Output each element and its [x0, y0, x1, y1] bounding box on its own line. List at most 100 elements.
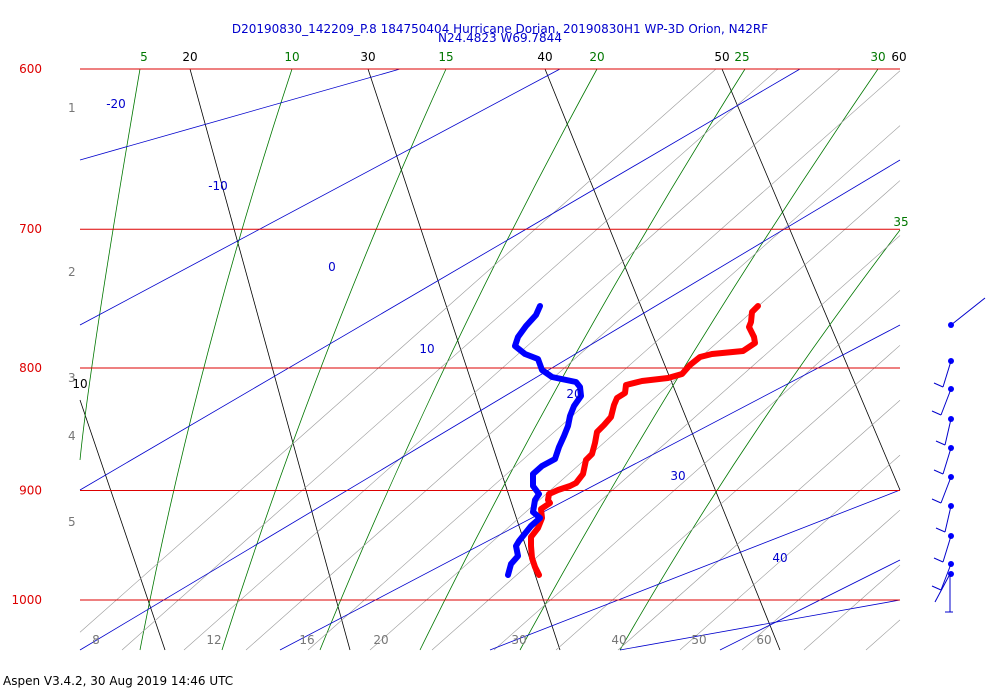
- wind-barb-staff: [950, 297, 986, 326]
- mixing-ratio-line: [617, 400, 901, 651]
- height-label: 3: [68, 371, 76, 385]
- sounding-traces: [505, 303, 761, 578]
- mixing-ratio-line: [183, 68, 841, 651]
- moist-adiabat-line: [139, 68, 293, 651]
- height-label: 2: [68, 265, 76, 279]
- height-label: 4: [68, 429, 76, 443]
- wind-barb-staff: [942, 535, 952, 563]
- isotherm-line: [619, 599, 901, 651]
- dry-adiabat-line: [721, 68, 901, 491]
- dry-adiabat-line: [367, 68, 561, 651]
- wind-barb-staff: [944, 418, 952, 446]
- dry-adiabat-label: 60: [891, 50, 906, 64]
- mixing-ratio-line: [741, 509, 901, 651]
- moist-adiabat-label: 15: [438, 50, 453, 64]
- mixing-ratio-line: [79, 68, 717, 633]
- chart-title-line1: D20190830_142209_P.8 184750404 Hurricane…: [232, 22, 768, 36]
- wind-barb-staff: [944, 505, 952, 533]
- isotherm-line: [79, 68, 801, 491]
- wind-barb-staff: [934, 573, 951, 603]
- moist-adiabat-line: [519, 68, 879, 651]
- isotherm-line: [79, 68, 561, 326]
- wind-barb-staff: [940, 563, 952, 591]
- moist-adiabat-label: 25: [734, 50, 749, 64]
- moist-adiabats: [79, 68, 901, 651]
- wind-barb-flag: [931, 410, 942, 416]
- wind-barb-flag: [933, 382, 944, 388]
- isotherm-line: [719, 559, 901, 651]
- wind-barbs: [931, 297, 986, 613]
- temperature-tick-label: 20: [373, 633, 388, 647]
- wind-barb-staff: [942, 360, 952, 388]
- wind-barb-flag: [935, 440, 946, 446]
- mixing-ratio-line: [121, 68, 779, 651]
- wind-barb-staff: [940, 388, 952, 416]
- pressure-label: 900: [19, 483, 42, 497]
- moist-adiabat-line: [419, 68, 746, 651]
- mixing-ratio-line: [369, 180, 901, 651]
- isotherm-line: [79, 159, 901, 651]
- wind-barb-flag: [931, 585, 942, 591]
- isotherm-line: [79, 68, 401, 161]
- isotherms: [79, 68, 901, 651]
- dry-adiabat-label: 50: [714, 50, 729, 64]
- isotherm-label: 40: [772, 551, 787, 565]
- pressure-label: 1000: [11, 593, 42, 607]
- dry-adiabat-label: 10: [72, 377, 87, 391]
- temperature-tick-label: 12: [206, 633, 221, 647]
- moist-adiabat-label: 20: [589, 50, 604, 64]
- mixing-ratio-line: [431, 235, 901, 651]
- dry-adiabat-line: [544, 68, 781, 651]
- chart-title-line2: N24.4823 W69.7844: [438, 31, 562, 45]
- moist-adiabat-line: [221, 68, 447, 651]
- height-label: 5: [68, 515, 76, 529]
- wind-barb-flag: [933, 557, 944, 563]
- moist-adiabat-label: 30: [870, 50, 885, 64]
- temperature-tick-label: 30: [511, 633, 526, 647]
- software-footer: Aspen V3.4.2, 30 Aug 2019 14:46 UTC: [3, 674, 234, 688]
- pressure-label: 800: [19, 361, 42, 375]
- moist-adiabat-line: [619, 229, 901, 651]
- temperature-tick-label: 8: [92, 633, 100, 647]
- dry-adiabat-line: [79, 399, 166, 651]
- mixing-ratio-line: [307, 125, 901, 651]
- mixing-ratio-line: [803, 564, 901, 651]
- mixing-ratio-line: [245, 70, 901, 651]
- isotherm-label: 0: [328, 260, 336, 274]
- isotherm-label: -10: [208, 179, 228, 193]
- wind-barb-flag: [931, 498, 942, 504]
- dry-adiabat-line: [189, 68, 351, 651]
- wind-barb-staff: [942, 447, 952, 475]
- wind-barb-dot: [948, 322, 954, 328]
- moist-adiabat-label: 35: [893, 215, 908, 229]
- wind-barb-flag: [933, 469, 944, 475]
- isotherm-line: [279, 324, 901, 651]
- mixing-ratio-line: [865, 619, 901, 651]
- pressure-label: 600: [19, 62, 42, 76]
- temperature-tick-label: 60: [756, 633, 771, 647]
- moist-adiabat-label: 5: [140, 50, 148, 64]
- isotherm-label: 10: [419, 342, 434, 356]
- moist-adiabat-line: [319, 68, 598, 651]
- mixing-ratio-line: [679, 454, 901, 651]
- wind-barb-flag: [935, 527, 946, 533]
- isotherm-line: [489, 489, 901, 651]
- isotherm-label: 20: [566, 387, 581, 401]
- temperature-tick-label: 50: [691, 633, 706, 647]
- dewpoint-trace: [505, 303, 584, 578]
- mixing-ratio-line: [555, 345, 901, 651]
- moist-adiabat-label: 10: [284, 50, 299, 64]
- dry-adiabats: [79, 68, 901, 651]
- mixing-ratio-lines: [79, 68, 901, 651]
- temperature-tick-label: 16: [299, 633, 314, 647]
- moist-adiabat-line: [79, 68, 141, 461]
- mixing-ratio-line: [493, 290, 901, 651]
- wind-barb-staff: [940, 476, 952, 504]
- temperature-tick-label: 40: [611, 633, 626, 647]
- isotherm-label: -20: [106, 97, 126, 111]
- dry-adiabat-label: 40: [537, 50, 552, 64]
- isotherm-label: 30: [670, 469, 685, 483]
